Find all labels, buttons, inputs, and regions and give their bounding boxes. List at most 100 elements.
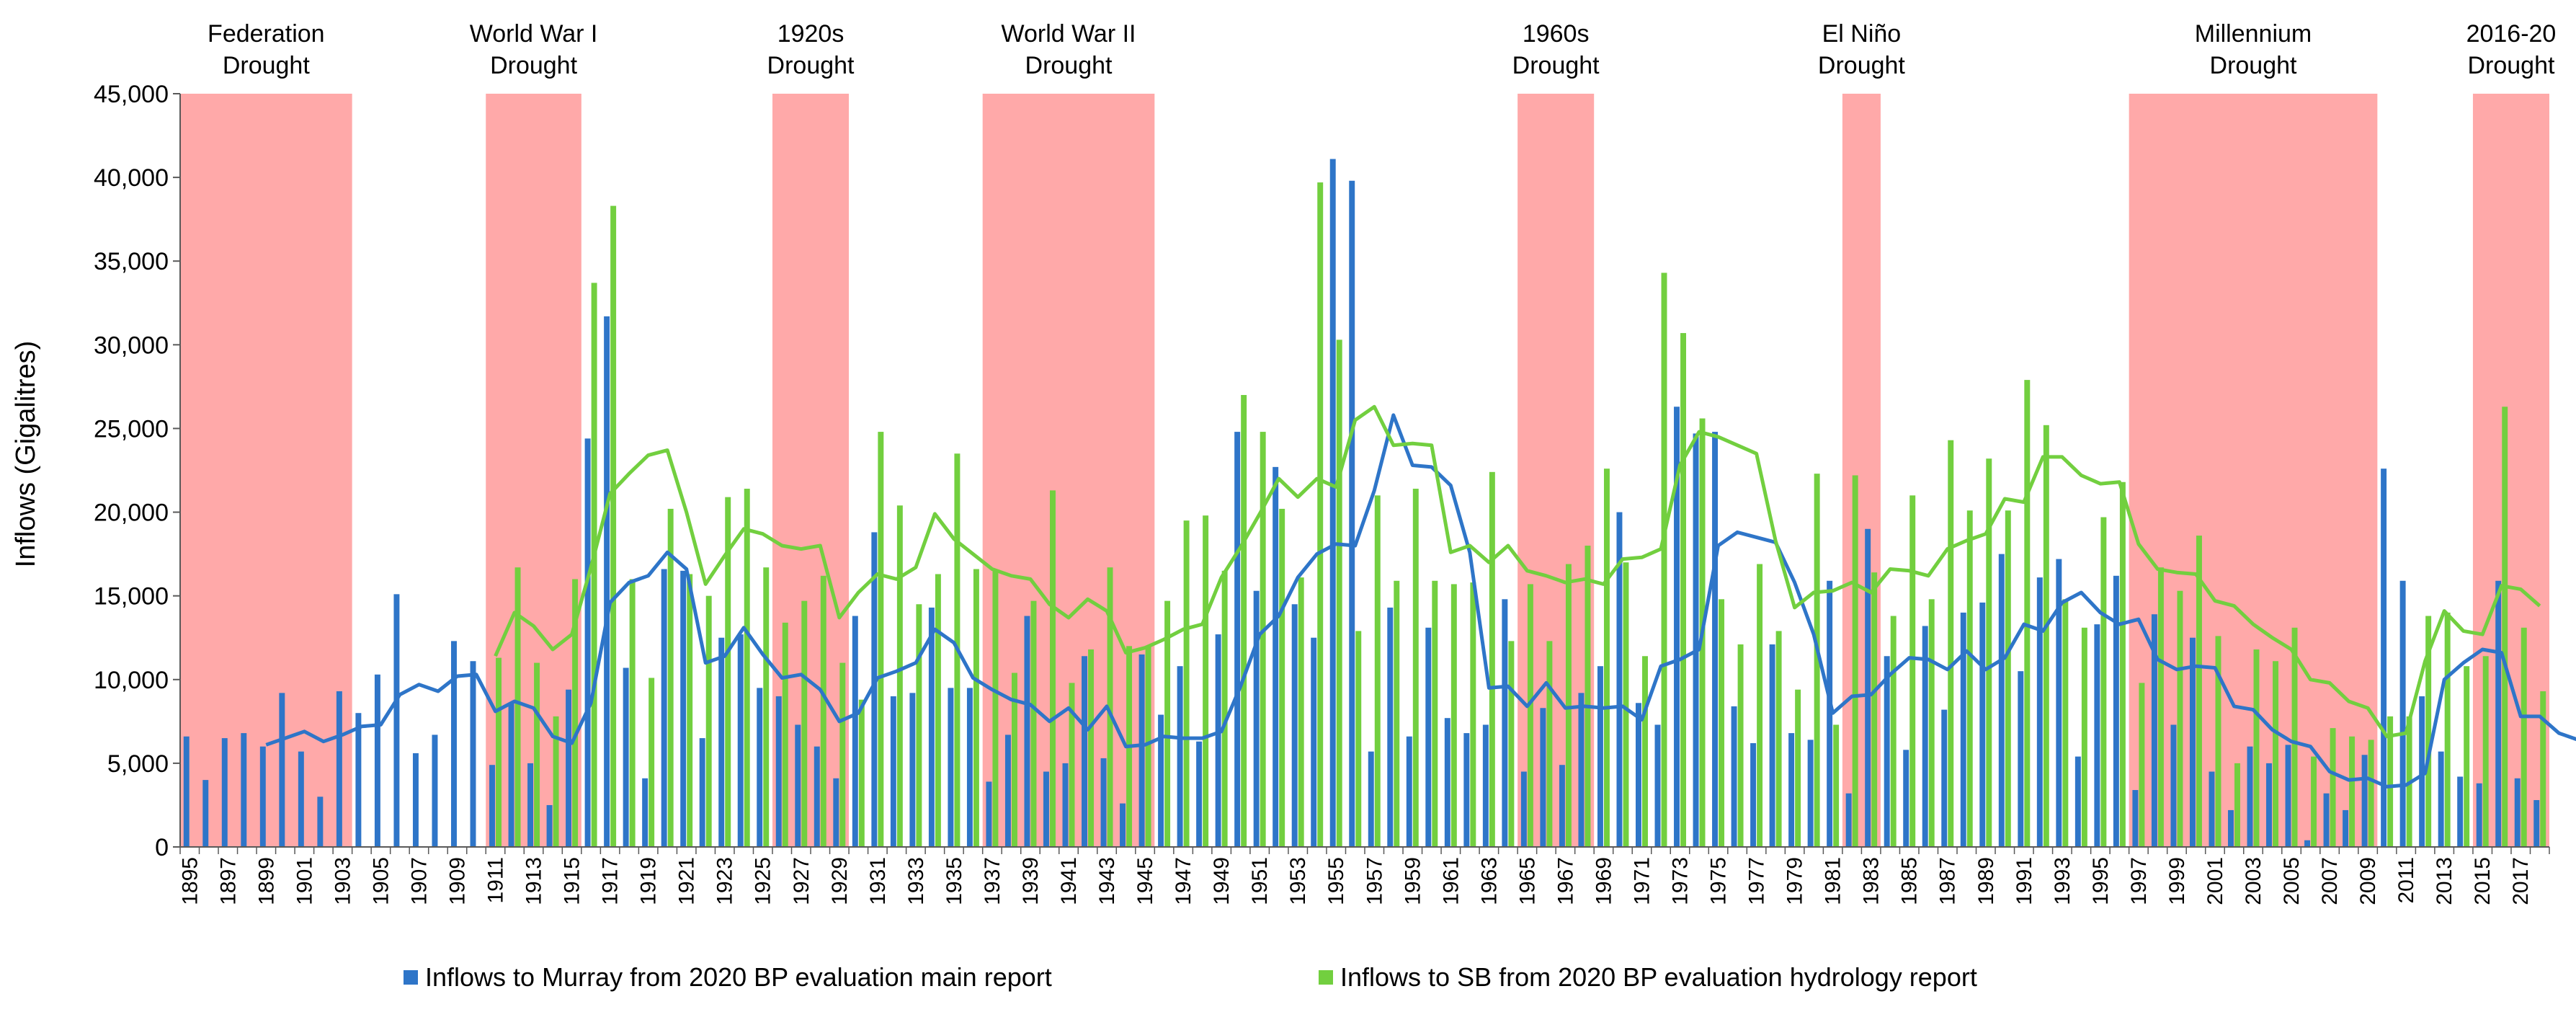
bar-murray-1998 (2151, 614, 2157, 847)
bar-murray-1966 (1540, 708, 1546, 847)
bar-murray-1919 (642, 778, 649, 847)
bar-sb-2018 (2540, 691, 2546, 847)
bar-murray-1913 (527, 763, 534, 847)
bar-murray-1917 (604, 316, 610, 847)
bar-sb-1911 (496, 657, 502, 847)
bar-murray-1923 (718, 637, 725, 847)
bar-murray-1904 (355, 713, 362, 847)
bar-sb-1986 (1928, 599, 1935, 847)
x-tick-label: 1925 (752, 857, 775, 905)
x-tick-label: 1917 (599, 857, 623, 905)
bar-sb-1971 (1642, 656, 1648, 847)
bar-sb-1946 (1164, 600, 1171, 847)
bar-murray-1934 (928, 607, 935, 847)
bar-murray-1959 (1406, 736, 1412, 847)
bar-sb-1956 (1355, 631, 1362, 847)
x-tick-label: 1975 (1707, 857, 1731, 905)
x-tick-label: 2017 (2509, 857, 2533, 905)
x-tick-label: 2015 (2471, 857, 2495, 905)
bar-murray-1952 (1273, 466, 1279, 847)
x-tick-label: 1931 (866, 857, 890, 905)
x-tick-label: 1943 (1095, 857, 1119, 905)
bar-sb-1950 (1241, 395, 1247, 847)
bar-murray-1985 (1903, 750, 1909, 847)
bar-murray-1964 (1502, 599, 1508, 847)
bar-murray-1900 (279, 693, 285, 847)
drought-band (180, 94, 352, 847)
bar-murray-1929 (833, 778, 839, 847)
bar-sb-2005 (2291, 627, 2298, 847)
bar-murray-2008 (2343, 809, 2349, 847)
bar-murray-1943 (1100, 758, 1107, 847)
bar-sb-2008 (2349, 736, 2356, 847)
bar-murray-1948 (1196, 741, 1203, 847)
bar-sb-1914 (553, 716, 559, 847)
x-tick-label: 2011 (2394, 857, 2418, 904)
x-tick-label: 1911 (484, 857, 508, 904)
bar-murray-1976 (1731, 706, 1737, 847)
bar-murray-1955 (1329, 159, 1336, 848)
bar-murray-2005 (2285, 745, 2291, 847)
bar-murray-2014 (2457, 776, 2464, 847)
bar-murray-1928 (814, 746, 820, 847)
x-tick-label: 2013 (2433, 857, 2456, 905)
x-tick-label: 1933 (904, 857, 928, 905)
x-tick-label: 1941 (1057, 857, 1081, 905)
bar-sb-1937 (992, 570, 999, 847)
bar-murray-1935 (948, 688, 954, 847)
bar-murray-1996 (2113, 575, 2119, 847)
x-tick-label: 1969 (1592, 857, 1615, 905)
bar-murray-1939 (1024, 616, 1030, 847)
legend-swatch-murray (404, 970, 418, 985)
bar-murray-1978 (1769, 644, 1775, 847)
x-tick-label: 1989 (1974, 857, 1998, 905)
bar-murray-1931 (871, 532, 878, 847)
bar-murray-2006 (2304, 840, 2311, 847)
y-tick-label: 45,000 (94, 81, 169, 108)
bar-murray-1990 (1998, 554, 2005, 847)
axes: 0 5,000 10,000 15,000 20,000 25,000 30,000 35,0… (94, 81, 2550, 905)
bar-sb-1938 (1011, 673, 1017, 847)
bar-sb-1942 (1088, 649, 1095, 847)
bar-murray-1907 (412, 753, 419, 847)
bar-sb-1960 (1432, 580, 1438, 847)
bar-murray-1898 (241, 733, 247, 847)
bar-sb-1993 (2062, 599, 2069, 847)
bar-sb-1920 (667, 508, 674, 847)
x-tick-label: 1897 (216, 857, 240, 905)
drought-label: World War II Drought (1001, 20, 1136, 79)
x-tick-label: 1947 (1172, 857, 1195, 905)
bar-sb-1917 (610, 205, 617, 848)
bar-murray-1936 (966, 688, 973, 847)
x-tick-label: 1967 (1554, 857, 1577, 905)
y-tick-label: 35,000 (94, 248, 169, 275)
bar-sb-1940 (1050, 490, 1056, 847)
bar-murray-1975 (1712, 432, 1719, 847)
bar-murray-2012 (2419, 696, 2425, 847)
bar-sb-1984 (1890, 616, 1897, 847)
x-tick-label: 1907 (407, 857, 431, 905)
bar-murray-1906 (393, 594, 400, 847)
bar-murray-1911 (489, 765, 495, 847)
bar-series (183, 159, 2546, 848)
bar-murray-1993 (2056, 559, 2062, 847)
bar-sb-1985 (1909, 495, 1916, 847)
bar-sb-1928 (820, 575, 826, 847)
bar-murray-1920 (661, 569, 667, 847)
bar-sb-1915 (572, 579, 579, 847)
bar-murray-2007 (2323, 793, 2330, 847)
bar-sb-1965 (1527, 584, 1533, 847)
bar-sb-1924 (744, 489, 750, 847)
bar-sb-2014 (2464, 666, 2470, 847)
bar-sb-1941 (1069, 683, 1075, 847)
bar-murray-1957 (1368, 751, 1374, 847)
bar-murray-1973 (1674, 407, 1680, 847)
bar-sb-1999 (2177, 590, 2183, 847)
y-tick-label: 15,000 (94, 583, 169, 611)
x-tick-label: 1981 (1822, 857, 1845, 905)
drought-label: Federation Drought (208, 20, 325, 79)
drought-label: Millennium Drought (2195, 20, 2312, 79)
bar-sb-1972 (1661, 272, 1667, 847)
bar-murray-1965 (1520, 771, 1527, 847)
bar-murray-1999 (2170, 724, 2177, 847)
